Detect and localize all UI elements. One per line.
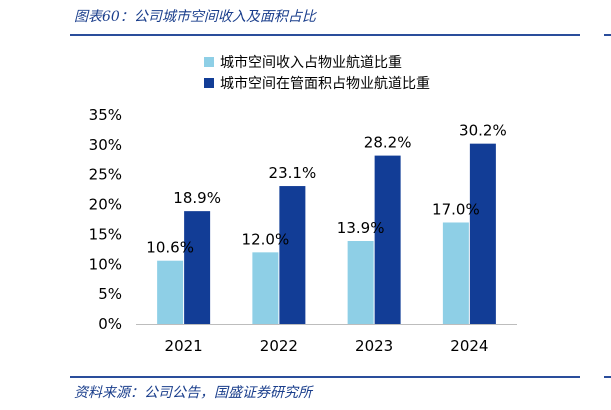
legend-swatch-2 <box>204 78 214 88</box>
y-tick-label: 0% <box>98 315 122 333</box>
x-tick-label: 2021 <box>165 337 203 355</box>
y-tick-label: 5% <box>98 285 122 303</box>
bar-2-2022 <box>279 186 306 324</box>
bars <box>157 143 496 324</box>
data-labels: 10.6% 18.9% 12.0% 23.1% 13.9% 28.2% 17.0% 30.2% <box>146 122 506 257</box>
y-tick-label: 25% <box>89 166 122 184</box>
data-label: 23.1% <box>269 164 317 182</box>
legend-label-2: 城市空间在管面积占物业航道比重 <box>220 75 430 92</box>
y-tick-label: 30% <box>89 136 122 154</box>
top-rule-stub <box>604 34 611 36</box>
source-note: 资料来源：公司公告，国盛证券研究所 <box>74 385 312 401</box>
data-label: 30.2% <box>459 122 507 140</box>
axes: 0% 5% 10% 15% 20% 25% 30% 35% 2021 2022 2023 2024 <box>89 106 517 355</box>
y-tick-label: 10% <box>89 255 122 273</box>
data-label: 10.6% <box>146 239 194 257</box>
bottom-rule-stub <box>604 376 611 378</box>
bar-2-2021 <box>184 211 211 324</box>
data-label: 13.9% <box>337 219 385 237</box>
bar-2-2024 <box>469 143 496 324</box>
figure-title: 图表60：公司城市空间收入及面积占比 <box>74 9 316 25</box>
data-label: 12.0% <box>242 230 290 248</box>
y-tick-label: 20% <box>89 196 122 214</box>
data-label: 17.0% <box>432 200 480 218</box>
data-label: 18.9% <box>173 189 221 207</box>
bar-2-2023 <box>374 155 401 324</box>
bottom-rule <box>70 376 580 378</box>
bar-1-2024 <box>442 222 469 324</box>
data-label: 28.2% <box>364 134 412 152</box>
bar-1-2023 <box>347 240 374 324</box>
x-tick-label: 2023 <box>355 337 393 355</box>
bar-1-2022 <box>252 252 279 324</box>
y-tick-label: 15% <box>89 225 122 243</box>
top-rule <box>70 34 580 36</box>
x-tick-label: 2024 <box>450 337 488 355</box>
y-tick-label: 35% <box>89 106 122 124</box>
x-tick-label: 2022 <box>260 337 298 355</box>
bar-1-2021 <box>157 260 184 324</box>
legend-label-1: 城市空间收入占物业航道比重 <box>220 54 402 71</box>
legend-swatch-1 <box>204 57 214 67</box>
